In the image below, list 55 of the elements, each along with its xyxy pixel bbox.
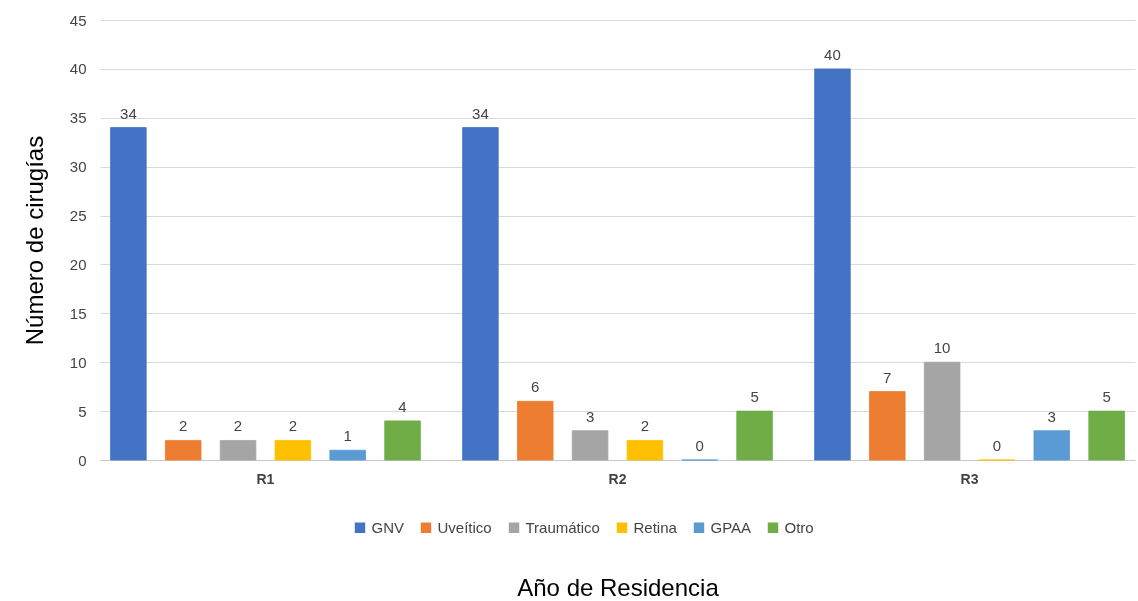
x-axis-title: Año de Residencia [517, 573, 720, 601]
data-label: 0 [695, 437, 704, 454]
bar [923, 361, 961, 461]
bar [517, 400, 554, 461]
y-axis-title: Número de cirugías [20, 135, 48, 346]
data-label: 40 [824, 45, 841, 63]
bar [462, 127, 499, 461]
data-label: 10 [933, 339, 951, 357]
data-label: 7 [883, 368, 892, 386]
data-label: 3 [585, 407, 595, 425]
bar [869, 391, 906, 461]
data-label: 6 [531, 378, 540, 396]
bar [736, 410, 773, 461]
y-tick-label: 20 [69, 255, 87, 273]
bar [1033, 430, 1071, 461]
legend-label: Uveítico [437, 518, 492, 536]
legend-label: Otro [784, 518, 814, 536]
bar [384, 420, 421, 461]
x-tick-label: R3 [960, 470, 979, 487]
data-label: 2 [640, 417, 650, 435]
data-label: 4 [398, 397, 407, 415]
data-label: 5 [1102, 388, 1111, 406]
bar [626, 440, 664, 461]
data-label: 3 [1047, 407, 1056, 425]
y-tick-label: 15 [69, 304, 87, 322]
data-label: 2 [233, 417, 243, 435]
y-tick-label: 10 [69, 353, 87, 371]
legend-label: Retina [633, 518, 678, 536]
bar [571, 430, 609, 461]
bar [814, 68, 851, 461]
data-label: 34 [472, 104, 489, 122]
bar [274, 440, 312, 461]
data-label: 0 [992, 437, 1002, 454]
bar [329, 449, 366, 461]
bar [1088, 410, 1125, 461]
bar [110, 127, 147, 461]
data-label: 2 [179, 417, 188, 435]
y-tick-label: 45 [69, 11, 87, 29]
y-tick-label: 40 [69, 60, 87, 78]
x-tick-label: R2 [608, 470, 627, 487]
bar [219, 440, 257, 461]
y-tick-label: 0 [78, 451, 87, 469]
y-tick-label: 30 [69, 158, 87, 176]
legend-label: GPAA [710, 518, 752, 536]
x-tick-label: R1 [256, 470, 275, 487]
y-tick-label: 5 [78, 402, 87, 420]
y-tick-label: 35 [69, 109, 87, 127]
y-tick-label: 25 [69, 207, 87, 225]
legend-label: Traumático [525, 518, 600, 536]
data-label: 34 [120, 104, 137, 122]
data-label: 1 [343, 427, 352, 445]
data-label: 5 [750, 388, 759, 406]
data-label: 2 [288, 417, 298, 435]
legend-label: GNV [371, 518, 405, 536]
bar [164, 440, 202, 461]
